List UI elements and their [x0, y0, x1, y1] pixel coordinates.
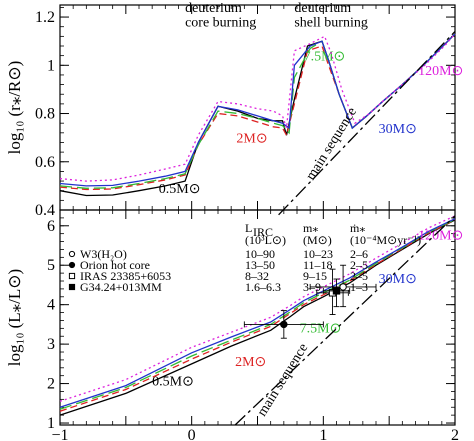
x-tick-label: −1 [51, 427, 68, 441]
bottom-series-2m [59, 219, 456, 412]
x-tick-label: 0 [188, 427, 196, 441]
top-series-0-5m [59, 33, 456, 197]
top-y-tick-label: 0.8 [35, 106, 55, 123]
legend-name-w3-h-o: W3(H₂O) [80, 247, 127, 261]
top-series-label-30m: 30M⊙ [379, 122, 417, 137]
data-point-g34-24-013mm [332, 287, 341, 295]
bottom-series-7-5m [59, 218, 456, 410]
legend-name-iras-23385-6053: IRAS 23385+6053 [80, 269, 171, 283]
top-series-main-sequence [278, 31, 456, 216]
data-point-w3-h-o [339, 283, 347, 291]
top-annotation-main-sequence: main sequence [303, 105, 360, 183]
legend-header-sub-0: IRC [253, 225, 273, 239]
legend-L-orion-hot-core: 13–50 [245, 258, 275, 272]
bottom-panel: 1 2 3 4 5 6 log₁₀ (L⁎/L⊙) 0.5M⊙ 2M⊙ 7.5M⊙ 30M⊙ 120M… [5, 209, 463, 441]
bottom-series-label-7-5m: 7.5M⊙ [300, 321, 342, 336]
top-series-label-0-5m: 0.5M⊙ [159, 182, 201, 197]
legend-unit-0: (10³L⊙) [245, 233, 286, 247]
top-series-label-7-5m: 7.5M⊙ [304, 49, 346, 64]
legend-mdot-w3-h-o: 2–6 [350, 247, 368, 261]
legend-m-orion-hot-core: 11–18 [303, 258, 333, 272]
bottom-series-label-30m: 30M⊙ [379, 272, 417, 287]
data-point-orion-hot-core [280, 320, 288, 329]
legend-L-w3-h-o: 10–90 [245, 247, 275, 261]
top-annotation-shell-burning: shell burning [294, 16, 368, 31]
bottom-y-tick-label: 6 [47, 218, 55, 235]
bottom-series-label-120m: 120M⊙ [418, 229, 463, 244]
legend-header-1: m⁎ [303, 221, 318, 235]
legend-name-orion-hot-core: Orion hot core [80, 258, 150, 272]
top-series-120m [59, 33, 456, 182]
legend-m-iras-23385-6053: 9–15 [303, 269, 327, 283]
legend-header-2: ṁ⁎ [350, 221, 365, 235]
legend-unit-2: (10⁻⁴M⊙yr⁻¹) [350, 233, 421, 247]
legend-marker-orion-hot-core [68, 261, 76, 269]
legend-mdot-g34-24-013mm: 1–3 [350, 280, 368, 294]
top-y-axis-label: log₁₀ (r⁎/R⊙) [5, 61, 24, 155]
top-series-2m [59, 33, 456, 191]
bottom-series-label-2m: 2M⊙ [235, 355, 266, 370]
top-series-30m [59, 33, 456, 187]
top-annotation-core-burning: core burning [185, 16, 256, 31]
top-plot-frame [59, 4, 456, 211]
x-tick-label: 1 [319, 427, 327, 441]
legend-mdot-iras-23385-6053: 2–5 [350, 269, 368, 283]
bottom-series-label-0-5m: 0.5M⊙ [152, 375, 194, 390]
legend-header-0: L [245, 221, 252, 235]
legend-marker-g34-24-013mm [68, 283, 76, 291]
top-y-tick-label: 1.2 [35, 9, 55, 26]
legend-marker-w3-h-o [68, 250, 76, 258]
top-y-tick-label: 0.6 [35, 154, 55, 171]
legend-L-g34-24-013mm: 1.6–6.3 [245, 280, 281, 294]
bottom-annotation-main-sequence: main sequence [255, 341, 312, 419]
legend-m-g34-24-013mm: 3–9 [303, 280, 321, 294]
legend-mdot-orion-hot-core: 2–5 [350, 258, 368, 272]
x-tick-label: 2 [451, 427, 459, 441]
bottom-y-axis-label: log₁₀ (L⁎/L⊙) [5, 269, 24, 366]
top-y-tick-label: 0.4 [35, 202, 55, 219]
bottom-y-tick-label: 3 [47, 336, 55, 353]
bottom-series-120m [59, 215, 456, 402]
legend-m-w3-h-o: 10–23 [303, 247, 333, 261]
top-series-label-120m: 120M⊙ [418, 64, 463, 79]
bottom-y-tick-label: 5 [47, 257, 55, 274]
legend-name-g34-24-013mm: G34.24+013MM [80, 280, 162, 294]
legend-unit-1: (M⊙) [303, 233, 332, 247]
top-annotation-deuterium: deuterium [185, 1, 242, 16]
top-panel: 0.4 0.6 0.8 1 1.2 log₁₀ (r⁎/R⊙) 0.5M⊙ 2M⊙ 7.5M⊙ 3… [5, 1, 463, 219]
legend-marker-iras-23385-6053 [68, 272, 76, 280]
legend-L-iras-23385-6053: 8–32 [245, 269, 269, 283]
top-series-label-2m: 2M⊙ [236, 131, 267, 146]
top-annotation-deuterium: deuterium [294, 1, 351, 16]
bottom-y-tick-label: 1 [47, 415, 55, 432]
top-series-7-5m [59, 33, 456, 189]
bottom-y-tick-label: 2 [47, 376, 55, 393]
bottom-series-main-sequence [234, 215, 456, 426]
bottom-y-tick-label: 4 [47, 297, 55, 314]
top-y-tick-label: 1 [47, 57, 55, 74]
bottom-series-30m [59, 218, 456, 408]
